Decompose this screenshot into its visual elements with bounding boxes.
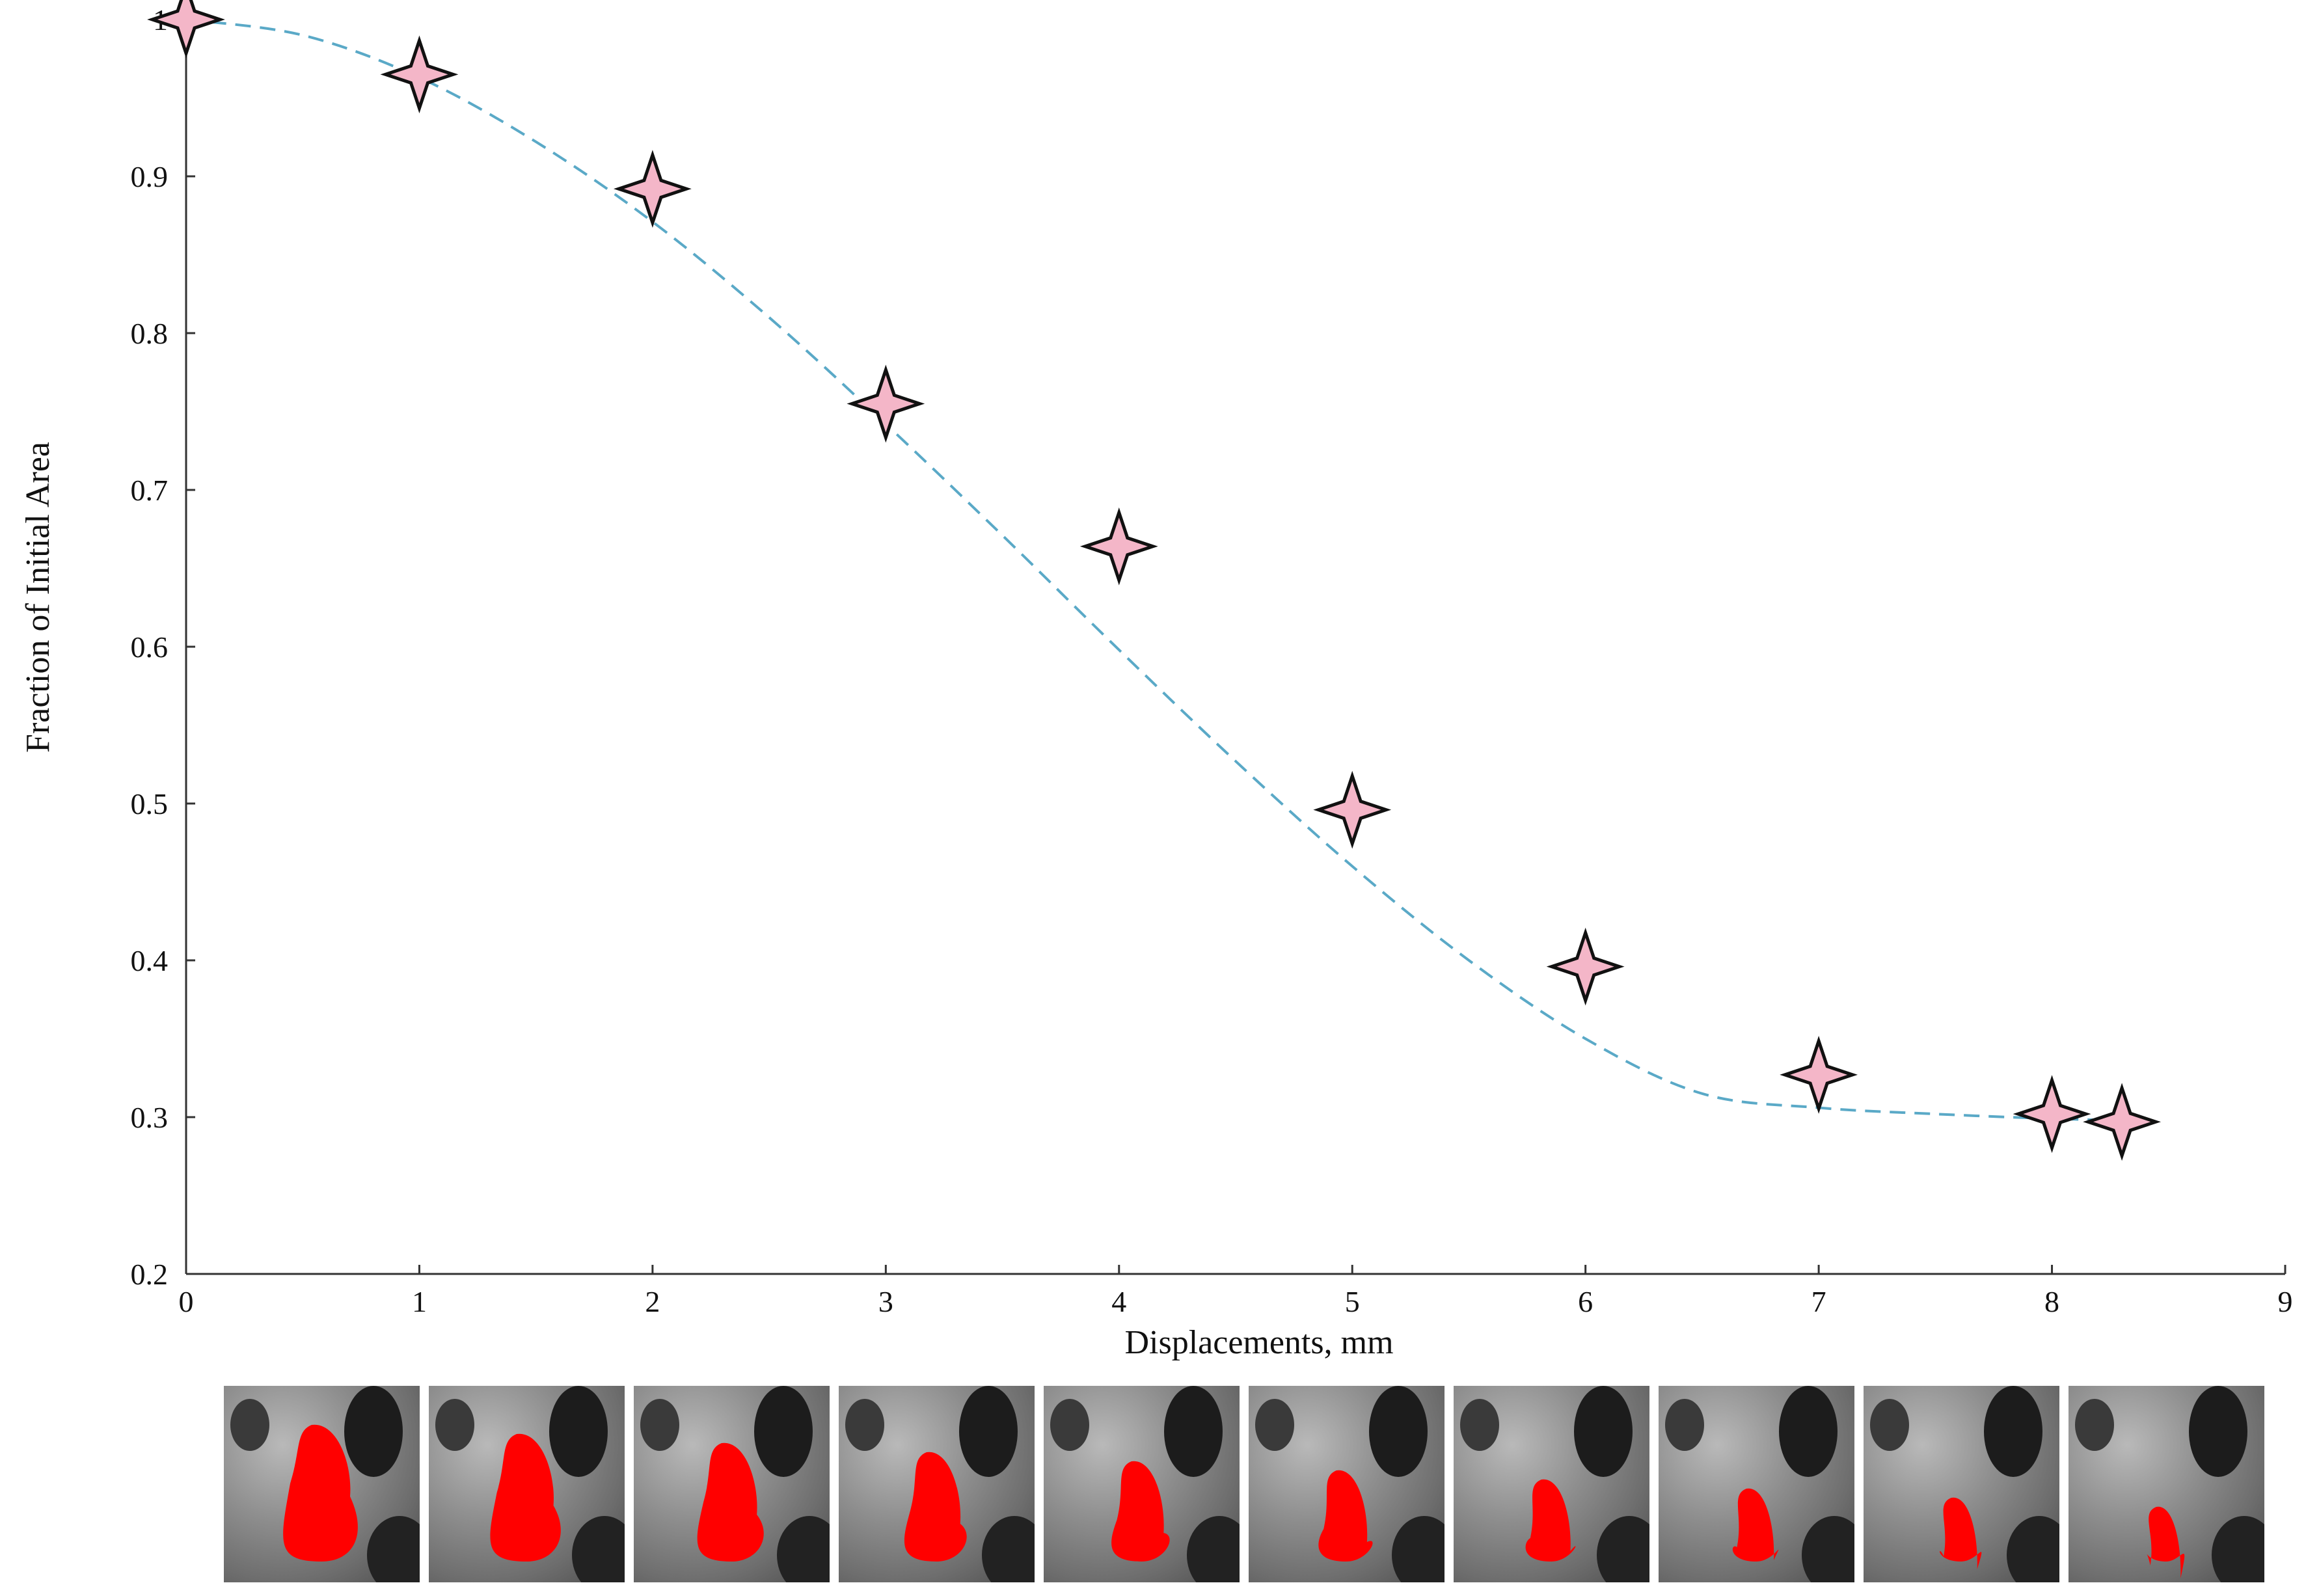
dark-region — [367, 1516, 420, 1582]
dark-region — [1164, 1386, 1223, 1477]
y-tick-label: 0.7 — [131, 474, 169, 507]
data-point-star — [2083, 1083, 2161, 1161]
x-tick-label: 9 — [2278, 1285, 2293, 1318]
segmented-region — [1111, 1461, 1170, 1562]
x-axis-title: Displacements, mm — [1124, 1324, 1393, 1361]
segmentation-thumbnail — [839, 1386, 1035, 1582]
segmented-region — [904, 1452, 967, 1562]
dark-region — [572, 1516, 625, 1582]
segmentation-thumbnail — [2069, 1386, 2264, 1582]
dark-region — [959, 1386, 1018, 1477]
y-tick-label: 0.9 — [131, 160, 169, 193]
data-point-star — [147, 0, 225, 59]
x-tick-label: 1 — [412, 1285, 427, 1318]
x-tick-label: 5 — [1345, 1285, 1360, 1318]
dark-region — [435, 1399, 474, 1451]
dark-region — [2212, 1516, 2264, 1582]
data-points — [147, 0, 2161, 1161]
dark-region — [1665, 1399, 1704, 1451]
dark-region — [1802, 1516, 1854, 1582]
x-ticks: 0 1 2 3 4 5 6 7 8 9 — [179, 1265, 2293, 1318]
dark-region — [1187, 1516, 1240, 1582]
dark-region — [1460, 1399, 1499, 1451]
dark-region — [2007, 1516, 2059, 1582]
dark-region — [1984, 1386, 2042, 1477]
data-point-star — [1546, 927, 1625, 1006]
segmentation-thumbnail — [634, 1386, 830, 1582]
dark-region — [2189, 1386, 2247, 1477]
segmented-region — [697, 1442, 764, 1562]
y-tick-label: 0.6 — [131, 630, 169, 664]
x-tick-label: 2 — [645, 1285, 660, 1318]
axes — [185, 20, 2285, 1275]
dark-region — [1369, 1386, 1428, 1477]
segmented-region — [1940, 1497, 1982, 1569]
data-point-star — [1313, 770, 1392, 849]
fit-curve — [185, 18, 2123, 1122]
dark-region — [230, 1399, 269, 1451]
y-axis-title: Fraction of Initial Area — [20, 442, 57, 753]
y-tick-label: 0.8 — [131, 317, 169, 350]
y-tick-label: 0.2 — [131, 1258, 169, 1291]
y-tick-label: 0.4 — [131, 944, 169, 977]
segmentation-thumbnail — [1044, 1386, 1240, 1582]
dark-region — [1597, 1516, 1649, 1582]
data-point-star — [847, 364, 925, 443]
y-tick-label: 0.5 — [131, 787, 169, 820]
dark-region — [549, 1386, 608, 1477]
x-tick-label: 0 — [179, 1285, 194, 1318]
dark-region — [1574, 1386, 1633, 1477]
data-point-star — [1079, 507, 1158, 586]
data-point-star — [613, 150, 692, 228]
segmented-region — [1525, 1479, 1576, 1562]
segmentation-thumbnail — [224, 1386, 420, 1582]
segmented-region — [490, 1433, 561, 1562]
segmented-region — [1318, 1470, 1373, 1562]
dark-region — [982, 1516, 1035, 1582]
data-point-star — [380, 35, 459, 114]
dark-region — [1392, 1516, 1445, 1582]
dark-region — [777, 1516, 830, 1582]
dark-region — [344, 1386, 403, 1477]
dark-region — [1050, 1399, 1089, 1451]
x-tick-label: 6 — [1578, 1285, 1593, 1318]
segmented-region — [2147, 1506, 2185, 1578]
segmentation-thumbnail — [1454, 1386, 1649, 1582]
segmented-region — [1732, 1488, 1779, 1562]
segmentation-thumbnail — [1864, 1386, 2059, 1582]
data-point-star — [1780, 1036, 1858, 1114]
segmented-region — [283, 1424, 358, 1562]
segmentation-thumbnail — [1659, 1386, 1854, 1582]
dark-region — [1870, 1399, 1909, 1451]
segmentation-thumbnails — [224, 1386, 2264, 1582]
dark-region — [1779, 1386, 1838, 1477]
dark-region — [754, 1386, 813, 1477]
x-tick-label: 3 — [878, 1285, 893, 1318]
segmentation-thumbnail — [429, 1386, 625, 1582]
data-point-star — [2013, 1075, 2091, 1154]
y-ticks: 0.20.30.40.50.60.70.80.91 — [131, 3, 195, 1291]
y-tick-label: 0.3 — [131, 1101, 169, 1134]
segmentation-thumbnail — [1249, 1386, 1445, 1582]
dark-region — [2075, 1399, 2114, 1451]
dark-region — [1255, 1399, 1294, 1451]
dark-region — [640, 1399, 679, 1451]
dark-region — [845, 1399, 884, 1451]
x-tick-label: 8 — [2044, 1285, 2059, 1318]
x-tick-label: 7 — [1811, 1285, 1826, 1318]
x-tick-label: 4 — [1111, 1285, 1126, 1318]
